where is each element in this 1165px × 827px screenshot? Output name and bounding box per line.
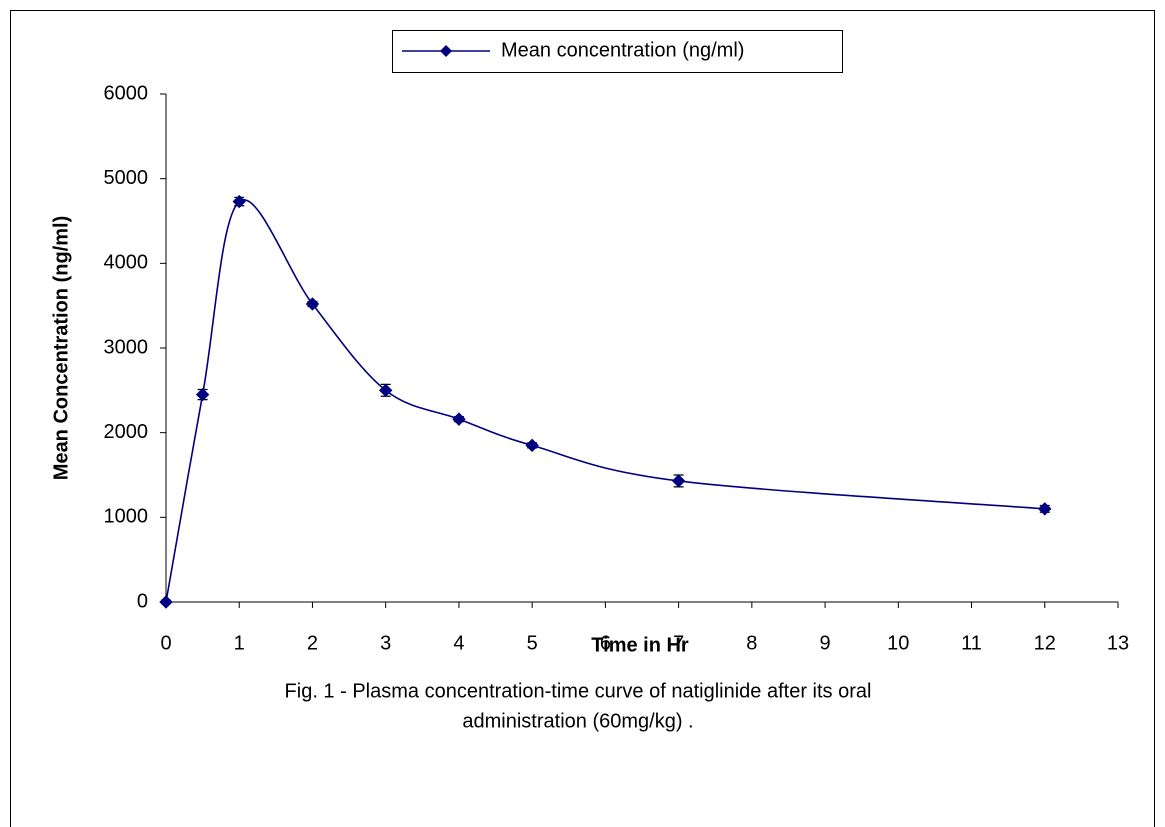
- marker: [671, 474, 686, 488]
- y-tick-label: 5000: [104, 167, 149, 189]
- caption-line: administration (60mg/kg) .: [462, 710, 693, 732]
- x-tick-label: 10: [887, 632, 909, 654]
- marker: [159, 595, 173, 609]
- x-tick-label: 3: [380, 632, 391, 654]
- legend-label: Mean concentration (ng/ml): [501, 39, 744, 61]
- marker: [232, 194, 246, 209]
- y-tick-label: 2000: [104, 421, 149, 443]
- x-tick-label: 6: [600, 632, 611, 654]
- marker: [1038, 502, 1052, 516]
- x-tick-label: 8: [746, 632, 757, 654]
- x-tick-label: 0: [160, 632, 171, 654]
- marker: [378, 383, 393, 398]
- marker: [195, 387, 210, 402]
- y-tick-label: 1000: [104, 506, 149, 528]
- x-tick-label: 9: [820, 632, 831, 654]
- x-tick-label: 7: [673, 632, 684, 654]
- chart-border: [10, 10, 1155, 827]
- y-tick-label: 3000: [104, 336, 149, 358]
- y-tick-label: 6000: [104, 82, 149, 104]
- x-tick-label: 11: [961, 632, 982, 654]
- x-axis-title: Time in Hr: [591, 634, 689, 656]
- line: [165, 198, 1045, 603]
- x-tick-label: 4: [453, 632, 464, 654]
- y-tick-label: 4000: [104, 252, 149, 274]
- x-tick-label: 5: [527, 632, 538, 654]
- marker: [305, 297, 320, 311]
- caption-line: Fig. 1 - Plasma concentration-time curve…: [285, 680, 872, 702]
- marker: [452, 412, 466, 426]
- x-tick-label: 1: [234, 632, 245, 654]
- x-tick-label: 13: [1107, 632, 1129, 654]
- y-tick-label: 0: [137, 590, 148, 612]
- legend-marker: [440, 45, 452, 57]
- marker: [525, 438, 539, 453]
- x-tick-label: 2: [307, 632, 318, 654]
- y-axis-title: Mean Concentration (ng/ml): [50, 216, 72, 480]
- x-tick-label: 12: [1034, 632, 1056, 654]
